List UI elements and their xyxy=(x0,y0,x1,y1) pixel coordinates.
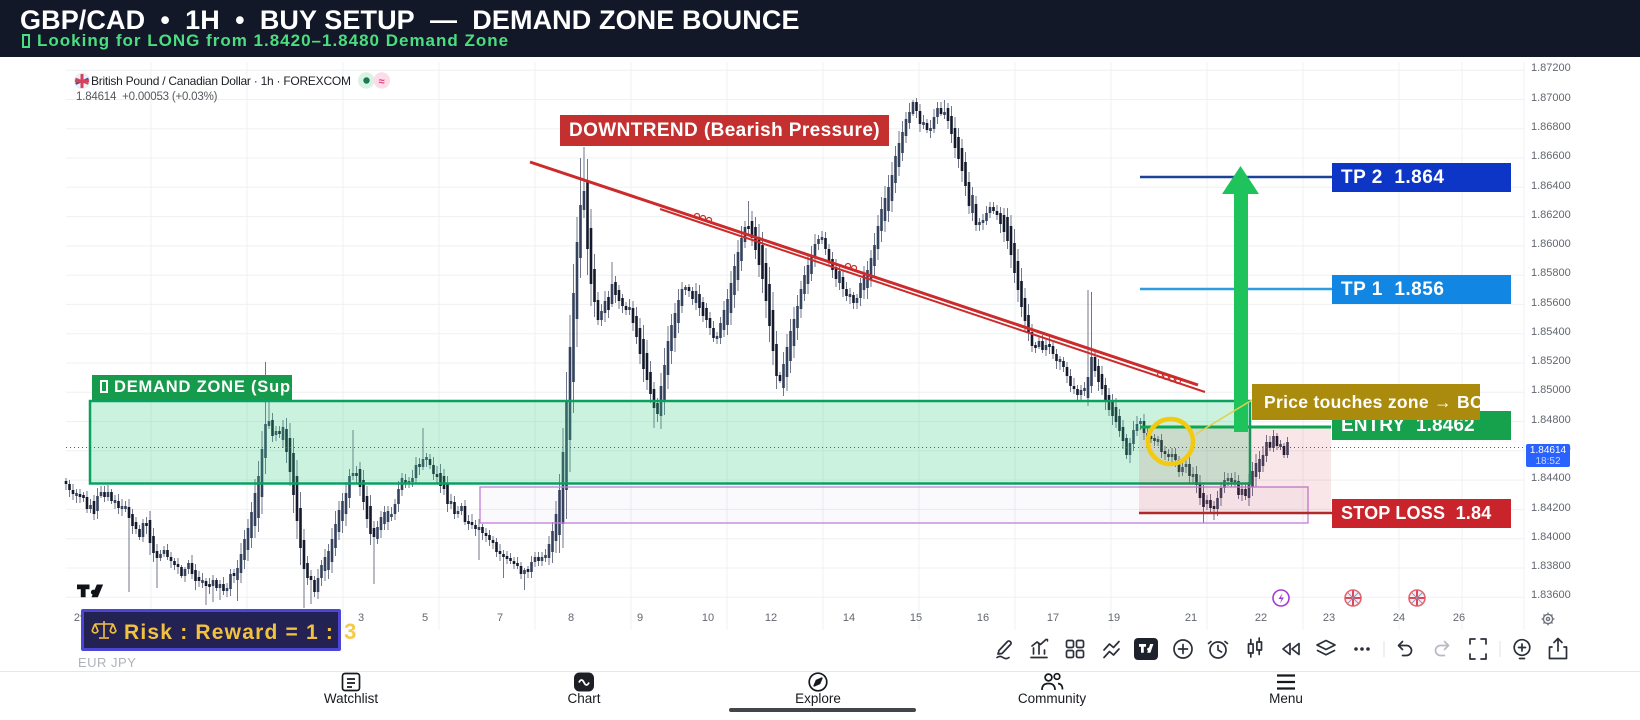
svg-text:≈: ≈ xyxy=(378,76,384,88)
